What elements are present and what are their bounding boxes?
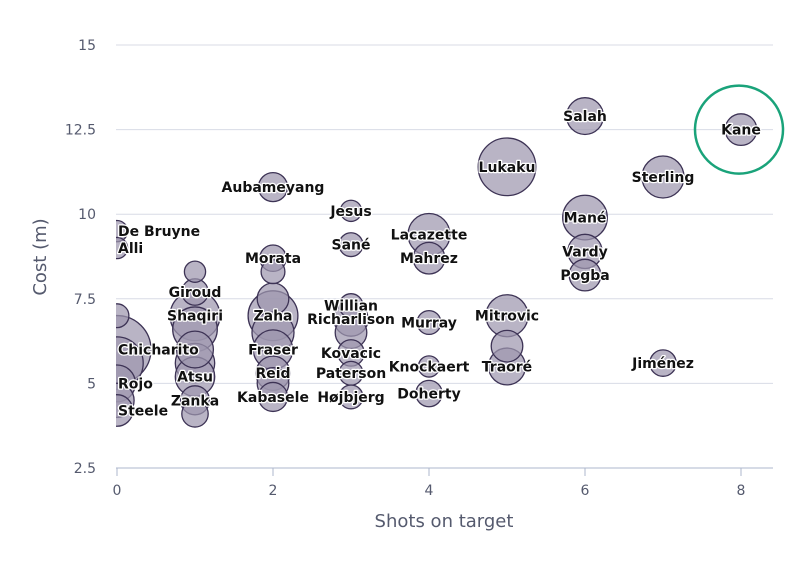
point-label: Richarlison [307, 312, 395, 328]
bubble-point[interactable] [101, 394, 134, 427]
bubble-point[interactable] [339, 199, 363, 223]
point-label: Pogba [560, 268, 609, 284]
bubble-point[interactable] [565, 97, 605, 136]
point-label: Knockaert [389, 359, 470, 375]
point-label: De Bruyne [118, 224, 200, 240]
x-tick-label: 4 [425, 483, 434, 499]
point-label: Kovacic [321, 346, 381, 362]
point-label: Jiménez [631, 356, 694, 372]
bubbles [101, 97, 758, 428]
gridlines [116, 44, 773, 384]
x-tick-label: 6 [581, 483, 590, 499]
point-labels: Kane Salah Sterling Lukaku Mané Vardy Pogba Jim… [117, 84, 785, 421]
bubble-point[interactable] [415, 379, 443, 408]
bubble-point[interactable] [257, 171, 289, 203]
point-label: Atsu [177, 370, 213, 386]
point-label: Doherty [397, 387, 460, 403]
point-label: Giroud [169, 285, 222, 301]
point-label: Paterson [316, 366, 386, 382]
bubble-point[interactable] [490, 329, 524, 363]
point-label: Fraser [248, 343, 298, 359]
x-tick-label: 0 [113, 483, 122, 499]
point-label: Lukaku [479, 160, 536, 176]
bubble-point[interactable] [412, 241, 446, 275]
point-label: Mitrovic [475, 309, 539, 325]
bubble-point[interactable] [183, 260, 207, 283]
point-label: Zanka [171, 393, 219, 409]
y-tick-label: 7.5 [74, 292, 96, 308]
point-label: Mahrez [400, 251, 458, 267]
bubble-point[interactable] [260, 259, 286, 285]
bubble-point[interactable] [181, 400, 209, 428]
point-label: Alli [118, 241, 143, 257]
bubble-point[interactable] [568, 258, 602, 292]
bubble-point[interactable] [338, 384, 364, 410]
point-label: Steele [118, 403, 168, 419]
y-tick-label: 2.5 [74, 461, 96, 477]
point-label: Sterling [632, 170, 695, 186]
point-label: Sané [332, 238, 371, 254]
point-label: Mané [564, 211, 607, 227]
bubble-point[interactable] [649, 349, 677, 377]
bubble-point[interactable] [257, 381, 289, 413]
axes: 2.5 5 7.5 10 12.5 15 0 2 4 6 8 [65, 38, 773, 499]
bubble-point[interactable] [105, 303, 130, 329]
bubble-point[interactable] [724, 113, 758, 147]
bubble-point[interactable] [417, 355, 441, 378]
highlight-ring [693, 84, 785, 175]
bubble-point[interactable] [106, 236, 129, 260]
point-label: Aubameyang [222, 180, 325, 196]
y-tick-label: 5 [87, 376, 96, 392]
point-label: Chicharito [118, 343, 199, 359]
x-axis-title: Shots on target [375, 511, 514, 532]
x-tick-label: 8 [737, 483, 746, 499]
point-label: Kane [721, 123, 761, 139]
y-axis-title: Cost (m) [30, 218, 51, 295]
x-tick-label: 2 [269, 483, 278, 499]
point-label: Jesus [329, 204, 371, 220]
y-tick-label: 10 [78, 207, 96, 223]
point-label: Rojo [118, 376, 153, 392]
point-label: Traoré [482, 359, 532, 375]
point-label: Kabasele [237, 390, 309, 406]
bubble-point[interactable] [641, 155, 685, 199]
point-label: Shaqiri [167, 309, 223, 325]
bubble-point[interactable] [477, 137, 537, 197]
point-label: Højbjerg [317, 390, 384, 406]
bubble-point[interactable] [338, 232, 364, 258]
bubble-point[interactable] [416, 309, 442, 336]
y-tick-label: 15 [78, 38, 96, 54]
point-label: Murray [401, 315, 457, 331]
bubble-point[interactable] [338, 293, 364, 319]
bubble-point[interactable] [175, 330, 215, 369]
point-label: Zaha [253, 309, 292, 325]
point-label: Morata [245, 251, 301, 267]
point-label: Reid [255, 366, 290, 382]
point-label: Lacazette [391, 228, 468, 244]
y-tick-label: 12.5 [65, 123, 96, 139]
point-label: Willian [324, 299, 378, 315]
point-label: Vardy [562, 244, 608, 260]
point-label: Salah [563, 109, 607, 125]
